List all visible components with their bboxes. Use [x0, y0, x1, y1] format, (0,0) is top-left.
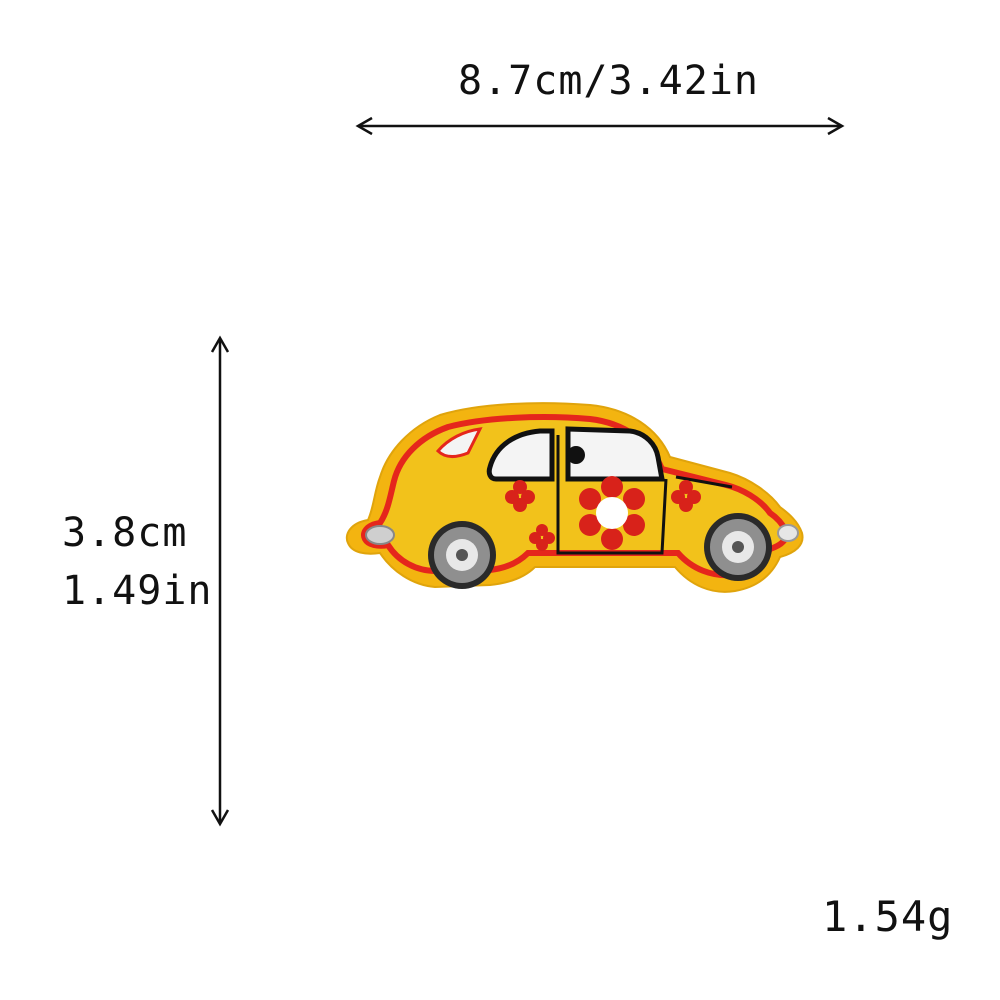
headlight	[365, 525, 395, 545]
door-outline	[556, 435, 668, 555]
car-patch-image	[345, 402, 804, 593]
window-mirror	[567, 446, 585, 464]
small-flower-3	[671, 480, 701, 512]
small-flower-2	[529, 524, 555, 551]
rear-wheel	[704, 513, 772, 581]
body-line	[675, 475, 733, 489]
height-in-label: 1.49in	[62, 568, 213, 614]
taillight	[777, 524, 799, 542]
front-window	[435, 427, 483, 458]
weight-label: 1.54g	[822, 892, 954, 941]
small-flower-1	[505, 480, 535, 512]
width-label: 8.7cm/3.42in	[458, 58, 759, 104]
front-wheel	[428, 521, 496, 589]
door-flower	[579, 476, 645, 550]
rear-window	[486, 428, 555, 482]
height-cm-label: 3.8cm	[62, 510, 188, 556]
width-arrow	[355, 116, 845, 136]
height-arrow	[210, 335, 230, 827]
side-window	[565, 426, 665, 482]
